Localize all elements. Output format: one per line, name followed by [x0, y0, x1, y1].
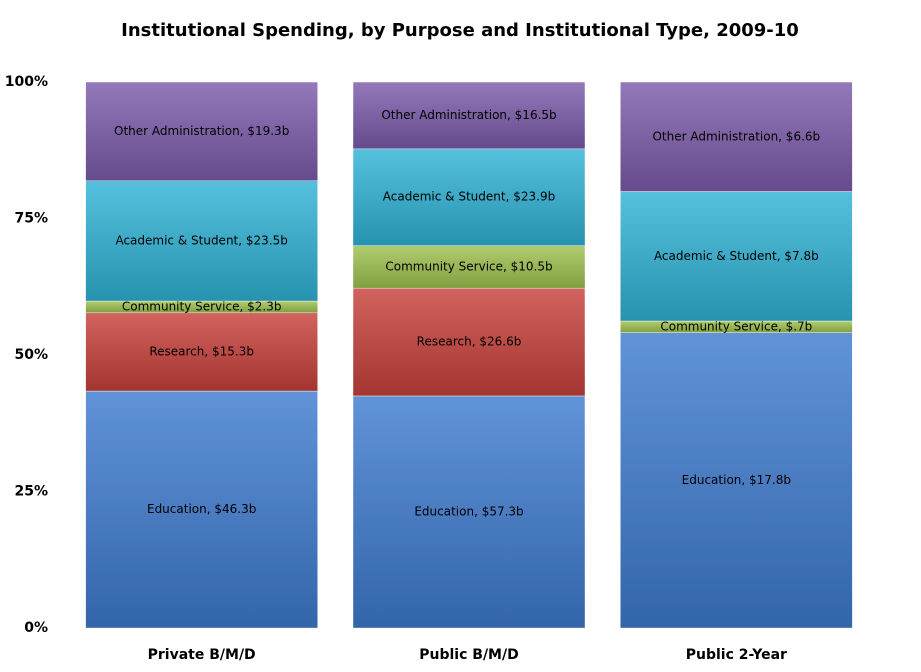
- chart-title: Institutional Spending, by Purpose and I…: [121, 20, 799, 41]
- data-label: Education, $17.8b: [682, 473, 791, 487]
- y-tick-label: 0%: [24, 620, 48, 636]
- data-label: Education, $46.3b: [147, 502, 256, 516]
- y-tick-label: 100%: [5, 74, 48, 90]
- y-tick-label: 25%: [14, 484, 48, 500]
- data-label: Academic & Student, $7.8b: [654, 249, 819, 263]
- data-label: Academic & Student, $23.9b: [383, 190, 555, 204]
- y-tick-label: 75%: [14, 211, 48, 227]
- data-label: Other Administration, $6.6b: [652, 129, 820, 143]
- data-label: Community Service, $2.3b: [122, 299, 282, 313]
- data-label: Research, $26.6b: [417, 335, 522, 349]
- data-label: Community Service, $10.5b: [385, 259, 552, 273]
- x-tick-label: Public B/M/D: [419, 647, 518, 663]
- x-tick-label: Public 2-Year: [686, 647, 787, 663]
- data-label: Research, $15.3b: [149, 344, 254, 358]
- data-label: Academic & Student, $23.5b: [115, 233, 287, 247]
- data-label: Other Administration, $19.3b: [114, 124, 289, 138]
- data-label: Education, $57.3b: [414, 504, 523, 518]
- data-label: Community Service, $.7b: [660, 319, 812, 333]
- data-label: Other Administration, $16.5b: [381, 108, 556, 122]
- x-tick-label: Private B/M/D: [148, 647, 256, 663]
- y-tick-label: 50%: [14, 347, 48, 363]
